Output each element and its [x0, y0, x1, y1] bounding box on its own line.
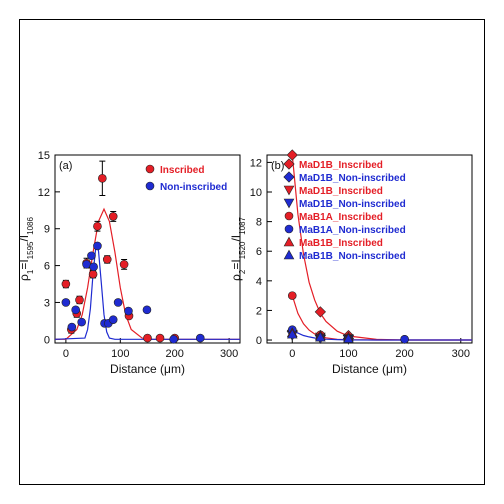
- marker: [124, 306, 133, 316]
- marker: [314, 306, 326, 318]
- y-label-part: =I: [17, 259, 31, 269]
- x-axis-label: Distance (μm): [110, 362, 185, 376]
- y-tick-label: 6: [256, 246, 262, 258]
- marker: [108, 212, 118, 221]
- x-tick-label: 200: [395, 348, 413, 360]
- marker: [119, 260, 129, 269]
- marker: [77, 317, 86, 327]
- marker: [143, 333, 152, 343]
- y-tick-label: 4: [256, 276, 262, 288]
- marker: [89, 262, 98, 272]
- y-tick-label: 3: [44, 297, 50, 309]
- y-label-subscript: 1087: [238, 217, 247, 235]
- marker: [93, 221, 102, 231]
- marker: [287, 291, 297, 300]
- marker: [87, 251, 96, 261]
- legend-marker: [283, 185, 295, 196]
- marker: [286, 328, 298, 339]
- legend-marker: [284, 211, 294, 221]
- legend-marker: [145, 181, 155, 191]
- x-axis-label: Distance (μm): [332, 362, 407, 376]
- x-tick-label: 100: [339, 348, 357, 360]
- legend-label: MaB1B_Inscribed: [299, 238, 383, 249]
- legend-label: MaB1B_Non-inscribed: [299, 251, 406, 262]
- legend-marker: [283, 158, 295, 170]
- marker: [71, 305, 80, 315]
- y-label-subscript: 1520: [238, 241, 247, 259]
- marker: [195, 333, 205, 343]
- y-label-part: ρ: [17, 274, 31, 281]
- y-tick-label: 15: [38, 150, 50, 162]
- plot-frame: [266, 154, 473, 344]
- y-tick-label: 10: [250, 187, 262, 199]
- marker: [61, 298, 71, 307]
- marker: [108, 315, 118, 324]
- x-tick-label: 100: [111, 348, 129, 360]
- legend-label: MaB1A_Non-inscribed: [299, 225, 406, 236]
- marker: [315, 331, 326, 342]
- marker: [102, 255, 112, 264]
- legend-marker: [283, 198, 295, 209]
- marker: [400, 334, 409, 344]
- y-tick-label: 12: [38, 187, 50, 199]
- y-label-part: /I: [17, 235, 31, 242]
- marker: [142, 305, 152, 315]
- y-label-part: /I: [229, 235, 243, 242]
- legend-label: Non-inscribed: [160, 182, 227, 193]
- legend-marker: [283, 171, 295, 183]
- y-tick-label: 0: [256, 335, 262, 347]
- x-tick-label: 0: [63, 348, 69, 360]
- x-tick-label: 0: [289, 348, 295, 360]
- y-label-part: ρ: [229, 274, 243, 281]
- x-tick-label: 300: [220, 348, 238, 360]
- y-axis-label: ρ2=I1520/I1087: [229, 217, 247, 281]
- frame: [19, 19, 485, 485]
- legend-marker: [145, 164, 155, 174]
- y-tick-label: 6: [44, 261, 50, 273]
- marker: [67, 322, 77, 332]
- marker: [286, 149, 298, 161]
- marker: [113, 298, 123, 307]
- legend-marker: [283, 249, 295, 260]
- legend-marker: [284, 224, 294, 234]
- legend-label: Inscribed: [160, 165, 204, 176]
- y-tick-label: 0: [44, 334, 50, 346]
- panel-label: (a): [59, 160, 72, 172]
- y-tick-label: 9: [44, 224, 50, 236]
- y-label-part: =I: [229, 259, 243, 269]
- y-label-subscript: 1086: [26, 217, 35, 235]
- x-tick-label: 300: [452, 348, 470, 360]
- marker: [88, 269, 98, 279]
- legend-label: MaD1B_Inscribed: [299, 186, 383, 197]
- y-tick-label: 12: [250, 157, 262, 169]
- x-tick-label: 200: [166, 348, 184, 360]
- y-label-subscript: 1: [26, 269, 35, 274]
- y-tick-label: 2: [256, 305, 262, 317]
- legend-label: MaD1B_Non-inscribed: [299, 199, 406, 210]
- marker: [93, 241, 102, 251]
- marker: [169, 335, 178, 344]
- y-axis-label: ρ1=I1595/I1086: [17, 217, 35, 281]
- marker: [343, 333, 354, 343]
- legend-label: MaD1B_Non-inscribed: [299, 173, 406, 184]
- marker: [155, 333, 165, 343]
- marker: [75, 295, 84, 305]
- plot-frame: [54, 154, 241, 344]
- marker: [61, 279, 71, 289]
- legend-label: MaB1A_Inscribed: [299, 212, 383, 223]
- marker: [98, 174, 107, 183]
- legend-label: MaD1B_Inscribed: [299, 160, 383, 171]
- y-tick-label: 8: [256, 217, 262, 229]
- y-label-subscript: 1595: [26, 241, 35, 259]
- y-label-subscript: 2: [238, 269, 247, 274]
- panel-label: (b): [271, 160, 284, 172]
- legend-marker: [283, 236, 295, 247]
